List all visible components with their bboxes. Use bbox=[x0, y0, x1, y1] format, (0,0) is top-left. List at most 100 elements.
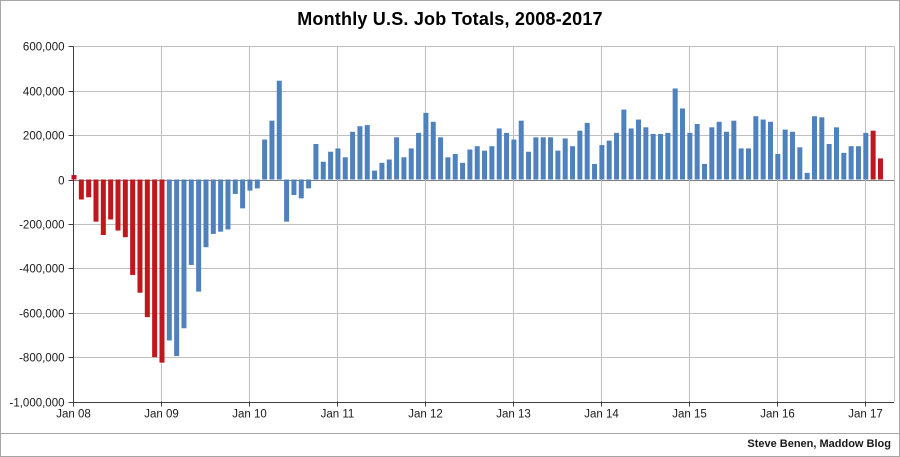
bar-chart-canvas: 600,000 400,000 200,000 0 -200,000 -400,000 -6… bbox=[10, 42, 895, 421]
bar-2014-01 bbox=[599, 145, 605, 180]
bar-2016-05 bbox=[804, 172, 810, 180]
bar-2015-05 bbox=[716, 121, 722, 180]
bar-2017-03 bbox=[877, 158, 883, 180]
bar-2011-04 bbox=[357, 126, 363, 180]
bar-2013-11 bbox=[584, 122, 590, 180]
bar-2008-10 bbox=[137, 179, 143, 293]
bar-2013-03 bbox=[526, 151, 532, 180]
y-axis-tick-label: -600,000 bbox=[19, 309, 64, 321]
bar-2014-05 bbox=[628, 128, 634, 180]
bar-2015-06 bbox=[724, 131, 729, 180]
bar-2015-08 bbox=[738, 148, 744, 180]
bar-2010-08 bbox=[298, 179, 304, 199]
bar-2015-09 bbox=[746, 148, 751, 180]
x-axis-tick-label: Jan 13 bbox=[496, 409, 531, 421]
bar-2011-08 bbox=[386, 159, 392, 180]
bar-2012-05 bbox=[452, 153, 458, 180]
bar-2010-02 bbox=[254, 179, 260, 189]
bar-2012-09 bbox=[482, 150, 488, 180]
bar-2008-03 bbox=[86, 179, 92, 198]
bar-2013-12 bbox=[592, 163, 598, 180]
bar-2015-03 bbox=[702, 163, 708, 180]
attribution-divider bbox=[1, 433, 899, 434]
bar-2014-11 bbox=[672, 88, 678, 180]
bar-2012-08 bbox=[474, 146, 480, 180]
bar-2014-04 bbox=[621, 109, 627, 180]
bar-2015-01 bbox=[687, 132, 693, 180]
bar-2014-02 bbox=[606, 140, 612, 180]
bar-2013-05 bbox=[540, 137, 546, 180]
bar-2014-09 bbox=[658, 133, 664, 180]
bar-2008-02 bbox=[78, 179, 84, 200]
bar-2016-10 bbox=[841, 152, 847, 180]
y-axis-tick-label: -400,000 bbox=[19, 264, 64, 276]
y-axis-tick-label: 200,000 bbox=[23, 131, 65, 143]
bar-2009-09 bbox=[218, 179, 224, 232]
bar-2013-01 bbox=[511, 139, 517, 180]
bar-2012-01 bbox=[423, 112, 429, 180]
bar-2016-06 bbox=[811, 116, 817, 180]
chart-title: Monthly U.S. Job Totals, 2008-2017 bbox=[297, 9, 603, 29]
bar-2009-04 bbox=[181, 179, 187, 329]
bar-2008-04 bbox=[93, 179, 99, 222]
bar-2008-12 bbox=[152, 179, 158, 358]
bar-2010-09 bbox=[306, 179, 312, 189]
bar-2011-07 bbox=[379, 162, 385, 180]
bar-2009-11 bbox=[232, 179, 238, 194]
y-axis-tick-label: 600,000 bbox=[23, 42, 65, 54]
bar-2011-06 bbox=[372, 170, 378, 180]
bar-2011-02 bbox=[342, 157, 348, 180]
bar-2013-10 bbox=[577, 130, 583, 180]
x-axis-tick-label: Jan 17 bbox=[848, 409, 883, 421]
bar-2016-02 bbox=[782, 129, 788, 180]
bar-2016-03 bbox=[789, 131, 795, 180]
bar-2008-05 bbox=[100, 179, 106, 235]
bar-2016-08 bbox=[826, 143, 832, 180]
bar-2010-07 bbox=[291, 179, 297, 196]
bar-2012-11 bbox=[496, 128, 502, 180]
bar-2015-07 bbox=[731, 120, 737, 180]
bar-2011-01 bbox=[335, 148, 341, 180]
bar-2010-05 bbox=[276, 80, 282, 180]
bar-2016-09 bbox=[833, 127, 839, 180]
bar-2008-08 bbox=[122, 179, 128, 238]
bar-2013-07 bbox=[555, 150, 561, 180]
bar-2010-04 bbox=[269, 120, 275, 180]
bar-2016-12 bbox=[855, 146, 861, 180]
bar-2012-07 bbox=[467, 149, 473, 180]
y-axis-tick-label: -800,000 bbox=[19, 353, 64, 365]
bar-2017-02 bbox=[870, 130, 876, 180]
bar-2011-09 bbox=[394, 137, 400, 180]
bar-2013-09 bbox=[570, 146, 576, 180]
bar-2008-09 bbox=[130, 179, 136, 275]
bar-2013-04 bbox=[533, 137, 539, 180]
bar-2014-12 bbox=[680, 108, 686, 180]
bar-2014-06 bbox=[636, 119, 642, 180]
bar-2009-06 bbox=[196, 179, 202, 292]
attribution-text: Steve Benen, Maddow Blog bbox=[747, 438, 891, 450]
bar-2014-08 bbox=[650, 133, 656, 180]
y-axis-tick-label: -200,000 bbox=[19, 220, 64, 232]
bar-2017-01 bbox=[863, 132, 869, 180]
bar-2014-10 bbox=[665, 132, 671, 180]
bar-2012-03 bbox=[438, 137, 444, 180]
bar-2011-03 bbox=[350, 131, 356, 180]
x-axis-tick-label: Jan 15 bbox=[672, 409, 707, 421]
bar-2013-02 bbox=[518, 120, 524, 180]
bar-2015-04 bbox=[709, 127, 715, 180]
bar-2009-08 bbox=[210, 179, 216, 234]
bar-2009-03 bbox=[174, 179, 180, 356]
bar-2015-11 bbox=[760, 119, 766, 180]
bar-2013-06 bbox=[548, 137, 554, 180]
x-axis-tick-label: Jan 10 bbox=[232, 409, 267, 421]
bar-2008-11 bbox=[144, 179, 150, 318]
bar-2012-06 bbox=[460, 162, 466, 180]
bar-2016-07 bbox=[819, 117, 825, 180]
bar-2010-12 bbox=[328, 151, 334, 180]
bar-2012-04 bbox=[445, 157, 451, 180]
y-axis-tick-label: 0 bbox=[58, 176, 64, 188]
bar-2011-12 bbox=[416, 132, 422, 180]
bar-2012-12 bbox=[504, 132, 510, 180]
bar-2015-10 bbox=[753, 116, 759, 180]
